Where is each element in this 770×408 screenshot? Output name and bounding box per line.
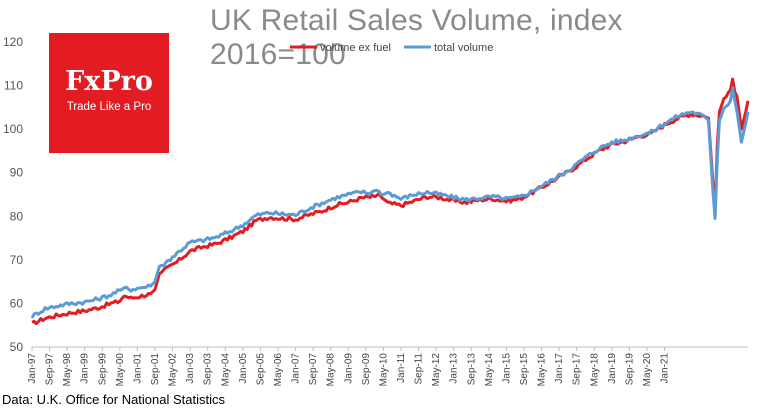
y-tick-label: 100	[3, 122, 23, 136]
x-tick-label: Sep-01	[150, 353, 161, 386]
legend-label-volume-ex-fuel: volume ex fuel	[320, 42, 391, 54]
x-tick-label: Jan-19	[607, 353, 618, 384]
y-tick-label: 50	[10, 340, 24, 354]
fxpro-logo: FxPro Trade Like a Pro	[49, 33, 169, 153]
x-tick-label: May-10	[378, 353, 389, 387]
x-tick-label: May-12	[431, 353, 442, 387]
x-tick-label: Jan-17	[554, 353, 565, 384]
x-tick-label: Jan-97	[27, 353, 38, 384]
x-tick-label: May-20	[642, 353, 653, 387]
x-tick-label: Sep-05	[255, 353, 266, 386]
x-tick-label: Jan-09	[343, 353, 354, 384]
x-tick-label: Jan-99	[80, 353, 91, 384]
x-tick-label: Jan-21	[660, 353, 671, 384]
x-tick-label: May-08	[326, 353, 337, 387]
x-tick-label: Sep-07	[308, 353, 319, 386]
x-tick-label: May-02	[168, 353, 179, 387]
x-tick-label: Sep-97	[45, 353, 56, 386]
series-line-total-volume	[30, 86, 750, 319]
x-tick-label: May-18	[589, 353, 600, 387]
y-tick-label: 70	[10, 253, 24, 267]
x-tick-label: Jan-13	[449, 353, 460, 384]
x-tick-label: Jan-15	[501, 353, 512, 384]
logo-name: FxPro	[65, 66, 153, 97]
y-tick-label: 60	[10, 296, 24, 310]
y-tick-label: 80	[10, 209, 24, 223]
x-tick-label: Sep-19	[624, 353, 635, 386]
x-tick-label: Jan-05	[238, 353, 249, 384]
series-lines	[30, 77, 750, 326]
x-tick-label: May-16	[537, 353, 548, 387]
x-tick-label: Jan-03	[185, 353, 196, 384]
x-tick-label: Sep-15	[519, 353, 530, 386]
x-tick-label: May-98	[62, 353, 73, 387]
y-tick-label: 90	[10, 166, 24, 180]
x-tick-label: Sep-13	[466, 353, 477, 386]
x-axis: Jan-97 Sep-97 May-98 Jan-99 Sep-99 May-00 Jan-…	[27, 346, 748, 387]
x-tick-label: Sep-09	[361, 353, 372, 386]
logo-slogan: Trade Like a Pro	[66, 101, 152, 113]
x-tick-label: Sep-11	[414, 353, 425, 385]
legend: volume ex fuel total volume	[290, 42, 493, 54]
x-tick-label: Jan-01	[132, 353, 143, 384]
x-tick-label: Sep-03	[203, 353, 214, 386]
x-tick-label: May-14	[484, 353, 495, 387]
y-axis: 50 60 70 80 90 100 110 120	[3, 35, 23, 354]
legend-label-total-volume: total volume	[434, 42, 493, 54]
x-tick-label: May-04	[220, 353, 231, 387]
x-tick-label: Jan-07	[291, 353, 302, 384]
x-tick-label: Sep-99	[97, 353, 108, 386]
x-tick-label: May-06	[273, 353, 284, 387]
y-tick-label: 110	[4, 79, 23, 93]
x-tick-label: May-00	[115, 353, 126, 387]
x-tick-label: Sep-17	[572, 353, 583, 386]
x-tick-label: Jan-11	[396, 353, 407, 383]
data-source-note: Data: U.K. Office for National Statistic…	[2, 392, 226, 407]
chart-title: UK Retail Sales Volume, index 2016=100	[210, 4, 623, 71]
y-tick-label: 120	[3, 35, 23, 49]
